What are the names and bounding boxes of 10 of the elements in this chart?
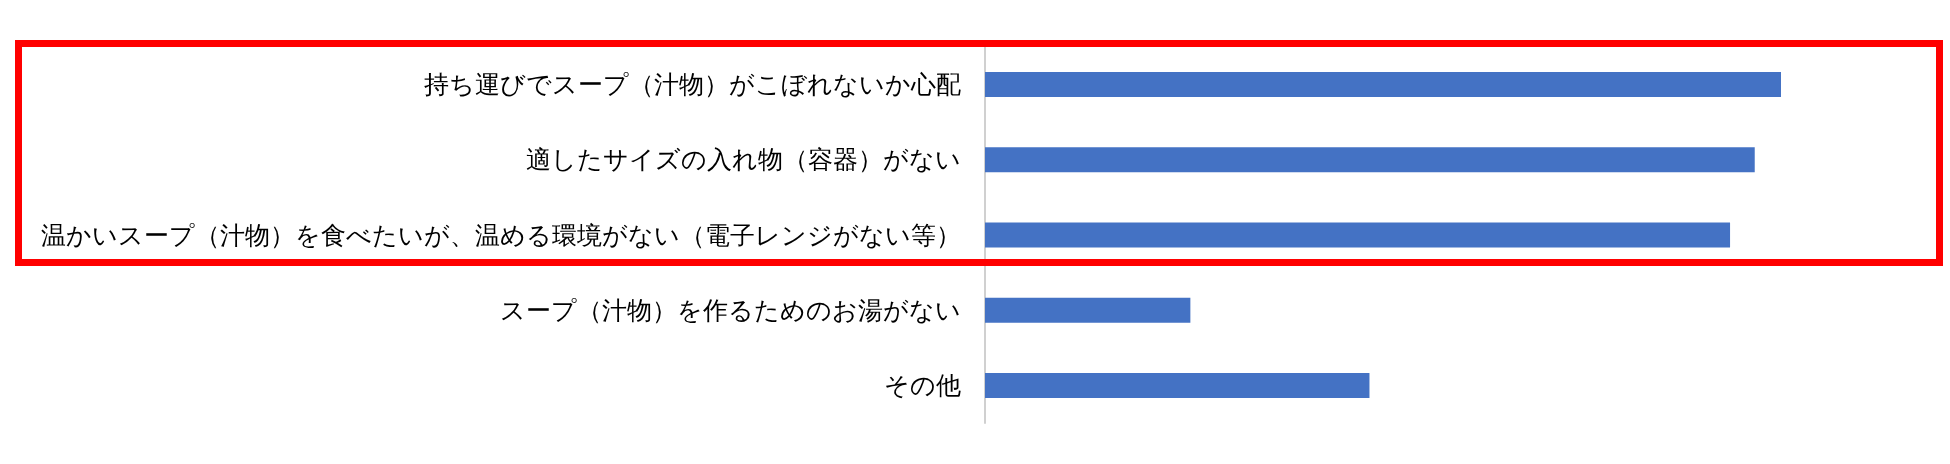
- bar: [985, 72, 1781, 98]
- y-tick-label: 持ち運びでスープ（汁物）がこぼれないか心配: [424, 70, 961, 100]
- y-tick-label: 適したサイズの入れ物（容器）がない: [526, 145, 961, 175]
- bar: [985, 222, 1731, 248]
- y-tick-label: スープ（汁物）を作るためのお湯がない: [500, 295, 961, 325]
- y-tick-label: その他: [884, 370, 961, 400]
- bar: [985, 372, 1370, 398]
- bar: [985, 297, 1191, 323]
- y-tick-label: 温かいスープ（汁物）を食べたいが、温める環境がない（電子レンジがない等）: [41, 220, 961, 250]
- bar: [985, 147, 1755, 173]
